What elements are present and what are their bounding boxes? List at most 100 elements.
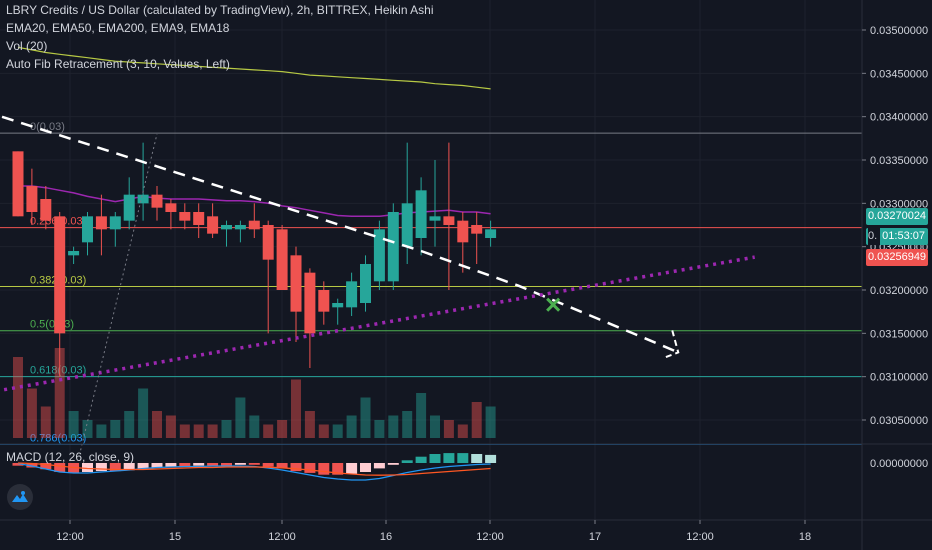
countdown-prefix: 0. [868, 228, 881, 245]
x-tick-label: 15 [169, 531, 181, 543]
candle-body [387, 212, 399, 282]
candle-body [415, 190, 427, 238]
volume-bar [374, 420, 385, 438]
macd-histogram-bar [401, 460, 413, 463]
signal-line [17, 462, 491, 476]
macd-histogram-bar [12, 463, 24, 466]
candle-body [401, 203, 413, 247]
candle-body [485, 229, 497, 238]
macd-histogram-bar [485, 454, 497, 463]
candle-body [234, 225, 246, 230]
macd-histogram-bar [234, 463, 246, 465]
macd-histogram-bar [109, 463, 121, 472]
volume-bar [96, 424, 107, 438]
candle-body [221, 225, 232, 230]
volume-bar [207, 424, 218, 438]
y-tick-label: 0.03100000 [870, 372, 928, 384]
macd-pane [0, 443, 932, 481]
volume-bar [110, 420, 121, 438]
volume-bar [443, 420, 454, 438]
macd-histogram-bar [248, 463, 260, 465]
trendline-arrowhead [661, 330, 680, 360]
volume-bar [193, 424, 204, 438]
candle-body [346, 281, 358, 308]
candle-body [179, 212, 191, 221]
fib-level-label: 0.5(0.03) [30, 319, 74, 331]
volume-bar [304, 411, 315, 438]
fib-level-label: 0(0.03) [30, 121, 65, 133]
volume-bar [485, 406, 496, 438]
candle-body [82, 216, 93, 243]
candles [12, 142, 497, 377]
macd-histogram-bar [151, 463, 163, 468]
y-tick-label: 0.03200000 [870, 285, 928, 297]
macd-histogram-bar [457, 453, 469, 463]
candle-body [443, 216, 455, 225]
volume-bar [291, 379, 301, 438]
candle-body [12, 151, 24, 217]
macd-histogram-bar [318, 463, 330, 475]
candle-body [68, 251, 80, 256]
ema-price-label: 0.03256949 [866, 249, 928, 266]
macd-histogram-bar [221, 463, 232, 466]
fib-level-label: 0.618(0.03) [30, 365, 86, 377]
ema-legend[interactable]: EMA20, EMA50, EMA200, EMA9, EMA18 [6, 21, 230, 35]
candle-body [109, 216, 121, 230]
drawings [0, 114, 756, 451]
candle-body [207, 216, 219, 234]
macd-histogram-bar [360, 463, 371, 472]
macd-histogram-bar [193, 463, 205, 466]
macd-histogram-bar [40, 463, 52, 470]
candle-body [457, 220, 469, 243]
x-tick-label: 12:00 [686, 531, 714, 543]
candle-body [193, 212, 205, 225]
grid [0, 0, 862, 520]
countdown-time: 01:53:07 [882, 230, 925, 242]
volume-bar [346, 415, 357, 438]
macd-histogram-bar [346, 463, 358, 474]
volume-bar [54, 348, 65, 438]
candle-body [360, 264, 371, 303]
macd-histogram-bar [179, 463, 191, 467]
volume-bar [388, 415, 399, 438]
candle-body [290, 255, 302, 312]
candle-body [95, 216, 107, 230]
x-tick-label: 17 [589, 531, 601, 543]
volume-bar [235, 397, 246, 438]
volume-bar [263, 424, 274, 438]
candle-body [151, 194, 163, 208]
macd-histogram-bar [123, 463, 135, 471]
candle-body [429, 216, 441, 221]
macd-histogram-bar [137, 463, 149, 469]
y-tick-label: 0.03050000 [870, 415, 928, 427]
x-tick-label: 16 [380, 531, 392, 543]
volume-bar [40, 406, 51, 438]
volume-bar [318, 424, 329, 438]
tradingview-logo-icon[interactable] [7, 484, 33, 510]
candle-body [26, 186, 38, 212]
helper-dotted-line [80, 133, 158, 451]
countdown-label: 0. 01:53:07 [866, 228, 928, 245]
volume-bar [221, 420, 232, 438]
y-tick-label: 0.03500000 [870, 25, 928, 37]
macd-histogram-bar [262, 463, 274, 467]
last-price-label: 0.03270024 [866, 208, 928, 225]
macd-histogram-bar [429, 454, 441, 463]
candle-body [137, 194, 149, 204]
candle-body [40, 199, 52, 221]
volume-bar [402, 411, 413, 438]
macd-histogram-bar [207, 463, 219, 466]
x-tick-label: 12:00 [56, 531, 84, 543]
candle-body [262, 225, 274, 260]
macd-histogram-bar [290, 463, 302, 472]
volume-bar [124, 411, 135, 438]
vol-legend[interactable]: Vol (20) [6, 39, 48, 53]
macd-histogram-bar [332, 463, 344, 475]
macd-histogram-bar [95, 463, 107, 472]
candle-body [471, 225, 483, 234]
fib-legend[interactable]: Auto Fib Retracement (3, 10, Values, Lef… [6, 57, 230, 71]
macd-histogram-bar [373, 463, 385, 469]
y-tick-label: 0.03400000 [870, 112, 928, 124]
macd-legend[interactable]: MACD (12, 26, close, 9) [6, 450, 135, 464]
